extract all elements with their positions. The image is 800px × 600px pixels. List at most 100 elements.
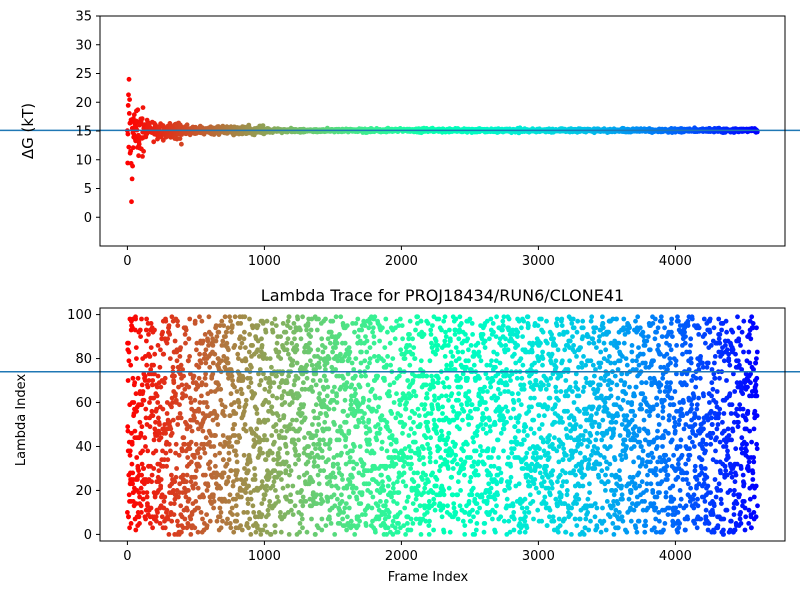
lambda-data-point — [154, 393, 160, 399]
lambda-data-point — [233, 452, 239, 458]
dg-data-point — [126, 76, 132, 82]
lambda-data-point — [175, 318, 180, 324]
lambda-data-point — [268, 532, 274, 537]
lambda-data-point — [273, 422, 279, 427]
lambda-data-point — [276, 349, 282, 355]
lambda-data-point — [482, 338, 488, 344]
lambda-data-point — [183, 340, 188, 346]
lambda-data-point — [487, 490, 493, 495]
lambda-data-point — [423, 382, 429, 388]
lambda-data-point — [132, 428, 138, 434]
lambda-data-point — [297, 426, 303, 432]
lambda-data-point — [259, 343, 265, 348]
lambda-data-point — [481, 461, 487, 467]
lambda-data-point — [439, 514, 445, 520]
lambda-data-point — [262, 492, 268, 498]
lambda-data-point — [297, 521, 303, 526]
lambda-data-point — [334, 393, 339, 399]
lambda-data-point — [410, 336, 415, 342]
lambda-data-point — [231, 529, 237, 535]
lambda-data-point — [196, 364, 202, 370]
lambda-data-point — [343, 419, 349, 425]
lambda-data-point — [251, 510, 257, 515]
lambda-data-point — [389, 433, 395, 438]
lambda-data-point — [155, 343, 161, 348]
lambda-data-point — [449, 391, 455, 397]
dg-y-tick-label: 35 — [75, 10, 92, 25]
lambda-data-point — [424, 391, 430, 397]
lambda-data-point — [465, 375, 470, 381]
lambda-data-point — [215, 422, 221, 427]
lambda-data-point — [346, 428, 352, 434]
lambda-data-point — [467, 397, 472, 403]
lambda-data-point — [187, 424, 193, 430]
lambda-data-point — [434, 430, 440, 436]
lambda-data-point — [164, 411, 170, 416]
lambda-data-point — [362, 358, 368, 364]
lambda-data-point — [176, 452, 182, 458]
lambda-data-point — [468, 518, 474, 524]
lambda-data-point — [456, 356, 462, 361]
lambda-data-point — [291, 437, 297, 443]
lambda-data-point — [192, 455, 197, 460]
lambda-data-point — [472, 532, 478, 537]
lambda-data-point — [437, 446, 442, 452]
lambda-data-point — [257, 382, 262, 388]
lambda-data-point — [320, 499, 326, 504]
lambda-data-point — [151, 362, 157, 368]
lambda-data-point — [466, 347, 471, 353]
dg-y-tick-label: 20 — [75, 96, 92, 111]
lambda-data-point — [243, 397, 249, 403]
lambda-data-point — [171, 501, 177, 506]
lambda-data-point — [375, 503, 381, 509]
lambda-data-point — [283, 459, 289, 465]
lambda-data-point — [277, 446, 283, 452]
lambda-data-point — [283, 444, 289, 449]
lambda-data-point — [140, 448, 146, 454]
lambda-data-point — [280, 485, 286, 491]
lambda-data-point — [482, 415, 488, 421]
lambda-data-point — [333, 345, 338, 350]
lambda-data-point — [348, 518, 354, 524]
lambda-data-point — [167, 356, 173, 361]
lambda-data-point — [344, 384, 349, 390]
lambda-data-point — [307, 340, 312, 346]
lambda-data-point — [134, 455, 140, 460]
lambda-data-point — [470, 332, 475, 337]
lambda-data-point — [239, 527, 245, 533]
lambda-data-point — [207, 439, 212, 445]
lambda-data-point — [335, 485, 341, 491]
lambda-data-point — [125, 378, 131, 383]
lambda-data-point — [174, 358, 180, 364]
lambda-data-point — [332, 384, 337, 390]
lambda-data-point — [443, 441, 449, 447]
lambda-data-point — [212, 351, 218, 357]
lambda-data-point — [166, 441, 172, 447]
lambda-data-point — [164, 507, 170, 513]
lambda-data-point — [441, 529, 447, 535]
lambda-data-point — [216, 382, 222, 388]
lambda-data-point — [138, 334, 144, 339]
lambda-data-point — [344, 527, 349, 533]
lambda-data-point — [172, 373, 177, 379]
lambda-data-point — [212, 452, 218, 458]
lambda-data-point — [457, 411, 462, 416]
lambda-data-point — [145, 448, 151, 454]
lambda-data-point — [318, 492, 324, 498]
lambda-data-point — [247, 375, 253, 381]
lambda-data-point — [380, 325, 385, 331]
lambda-data-point — [481, 529, 487, 535]
lambda-data-point — [232, 314, 238, 320]
lambda-data-point — [168, 448, 173, 454]
lambda-data-point — [202, 375, 208, 381]
lambda-data-point — [186, 384, 192, 390]
lambda-data-point — [294, 347, 300, 353]
lambda-data-point — [267, 384, 273, 390]
lambda-data-point — [187, 354, 193, 359]
lambda-data-point — [144, 316, 150, 322]
lambda-data-point — [317, 378, 323, 383]
lambda-data-point — [329, 483, 335, 489]
lambda-data-point — [405, 378, 411, 383]
lambda-data-point — [151, 466, 157, 471]
dg-data-point — [129, 176, 135, 182]
